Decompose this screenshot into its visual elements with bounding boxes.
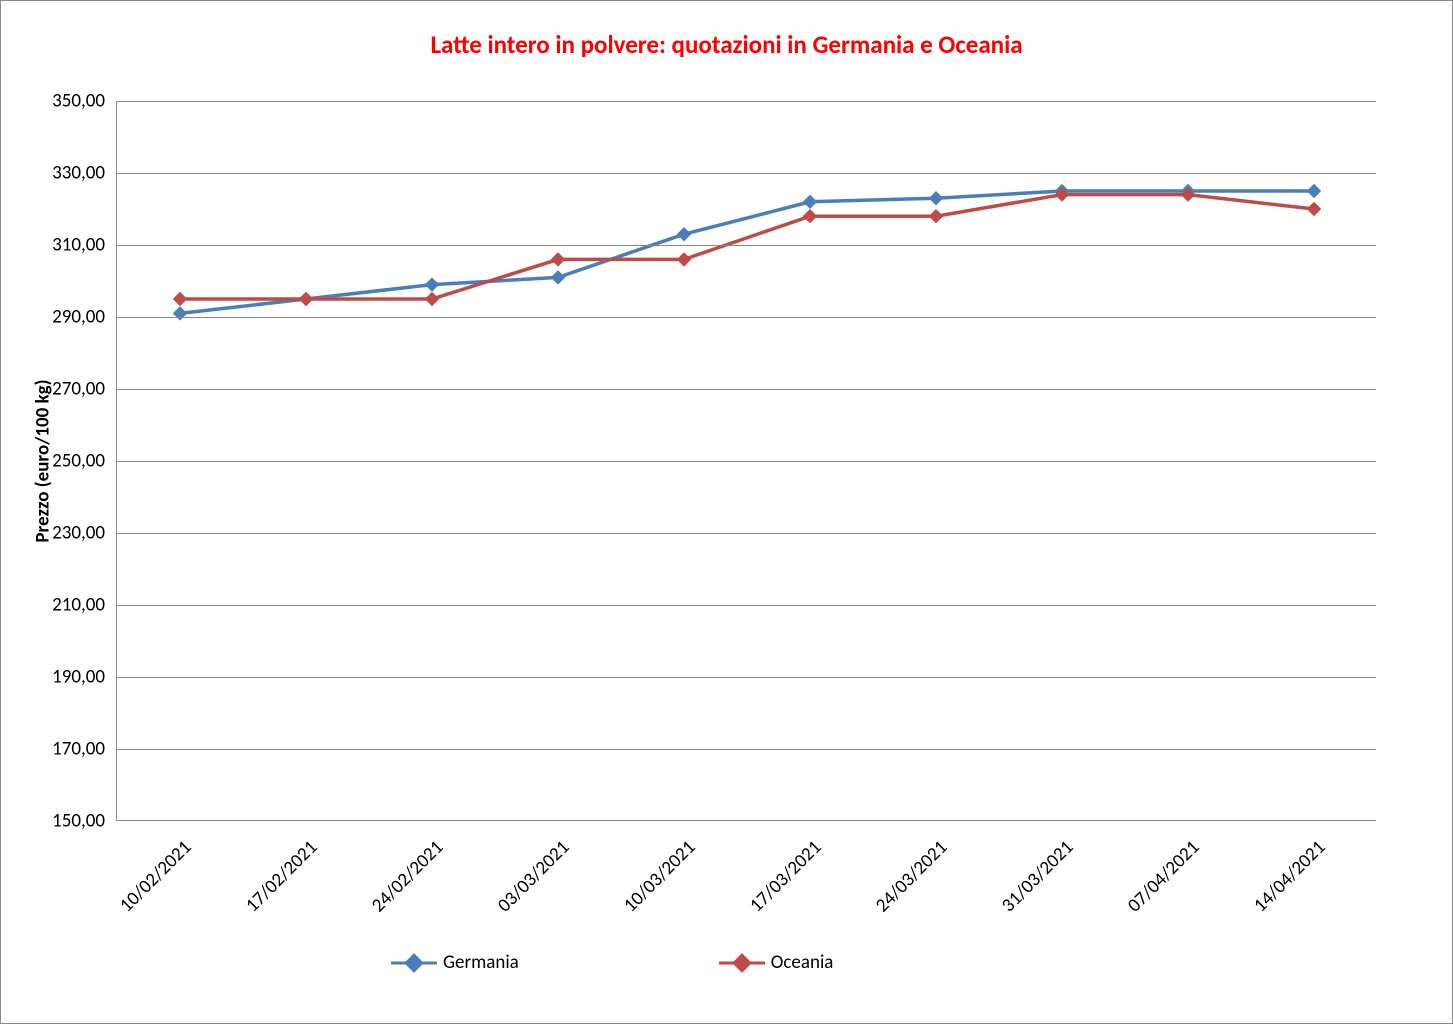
chart-frame: Latte intero in polvere: quotazioni in G… [0,0,1453,1024]
series-marker [426,293,439,306]
gridline [117,389,1376,390]
x-tick-label: 10/03/2021 [619,836,700,917]
series-marker [1308,203,1321,216]
series-marker [678,228,691,241]
series-marker [552,253,565,266]
y-tick-label: 150,00 [52,810,117,833]
y-tick-label: 210,00 [52,594,117,617]
y-tick-label: 190,00 [52,666,117,689]
legend-label: Oceania [771,951,834,974]
y-tick-label: 310,00 [52,234,117,257]
gridline [117,605,1376,606]
x-tick-label: 07/04/2021 [1123,836,1204,917]
y-tick-label: 170,00 [52,738,117,761]
chart-title: Latte intero in polvere: quotazioni in G… [1,29,1452,60]
legend-marker-icon [404,953,424,973]
x-tick-label: 17/02/2021 [241,836,322,917]
y-axis-label: Prezzo (euro/100 kg) [32,379,55,542]
series-marker [804,210,817,223]
x-tick-label: 03/03/2021 [493,836,574,917]
y-tick-label: 270,00 [52,378,117,401]
x-tick-label: 24/02/2021 [367,836,448,917]
series-line [180,191,1314,313]
series-marker [930,192,943,205]
series-marker [930,210,943,223]
y-tick-label: 330,00 [52,162,117,185]
y-tick-label: 230,00 [52,522,117,545]
gridline [117,749,1376,750]
legend-label: Germania [443,951,519,974]
x-tick-label: 10/02/2021 [115,836,196,917]
gridline [117,245,1376,246]
gridline [117,533,1376,534]
legend-item: Oceania [719,951,834,974]
gridline [117,317,1376,318]
plot-area: 150,00170,00190,00210,00230,00250,00270,… [116,101,1376,821]
series-marker [300,293,313,306]
legend-swatch [719,955,765,971]
legend-swatch [391,955,437,971]
series-marker [678,253,691,266]
y-tick-label: 250,00 [52,450,117,473]
x-tick-label: 14/04/2021 [1249,836,1330,917]
y-tick-label: 290,00 [52,306,117,329]
x-tick-label: 17/03/2021 [745,836,826,917]
legend-marker-icon [732,953,752,973]
gridline [117,173,1376,174]
series-marker [174,293,187,306]
series-marker [552,271,565,284]
y-tick-label: 350,00 [52,90,117,113]
legend-item: Germania [391,951,519,974]
legend: Germania Oceania [391,951,833,974]
gridline [117,101,1376,102]
series-marker [804,195,817,208]
gridline [117,677,1376,678]
series-marker [426,278,439,291]
gridline [117,461,1376,462]
x-tick-label: 24/03/2021 [871,836,952,917]
series-marker [1308,185,1321,198]
x-tick-label: 31/03/2021 [997,836,1078,917]
series-line [180,195,1314,299]
